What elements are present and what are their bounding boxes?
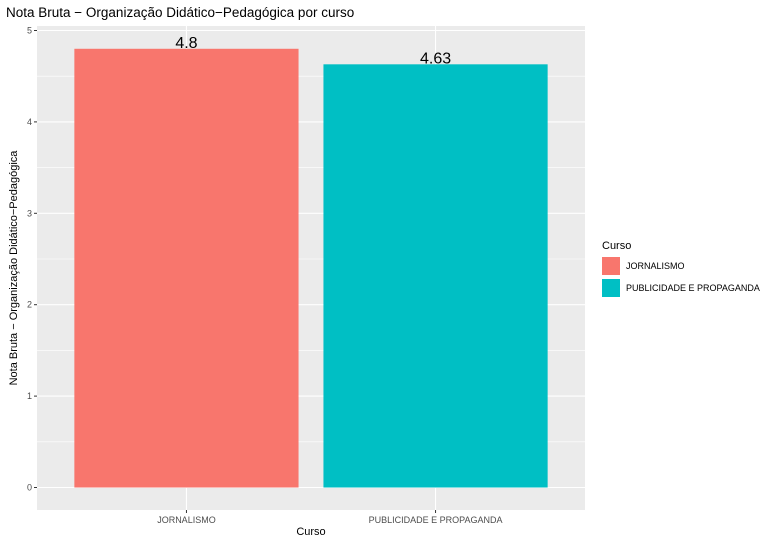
x-tick-label: JORNALISMO bbox=[157, 515, 216, 525]
y-tick-label: 0 bbox=[27, 483, 32, 493]
chart-title: Nota Bruta − Organização Didático−Pedagó… bbox=[6, 5, 354, 20]
legend: Curso JORNALISMO PUBLICIDADE E PROPAGANDA bbox=[602, 240, 760, 297]
x-tick-label: PUBLICIDADE E PROPAGANDA bbox=[369, 515, 503, 525]
legend-key bbox=[602, 257, 620, 275]
x-axis: JORNALISMO PUBLICIDADE E PROPAGANDA bbox=[157, 510, 502, 525]
legend-key bbox=[602, 279, 620, 297]
y-tick-label: 2 bbox=[27, 300, 32, 310]
data-labels: 4.8 4.63 bbox=[175, 35, 451, 68]
y-tick-label: 5 bbox=[27, 26, 32, 36]
legend-label: JORNALISMO bbox=[626, 261, 685, 271]
bar-value-label: 4.8 bbox=[175, 35, 197, 52]
bars bbox=[74, 48, 548, 488]
bar-value-label: 4.63 bbox=[420, 50, 451, 67]
y-axis-title: Nota Bruta − Organização Didático−Pedagó… bbox=[8, 150, 20, 386]
bar bbox=[323, 64, 548, 488]
y-axis: 0 1 2 3 4 5 bbox=[27, 26, 37, 493]
y-tick-label: 4 bbox=[27, 117, 32, 127]
bar bbox=[74, 48, 299, 488]
y-tick-label: 1 bbox=[27, 391, 32, 401]
x-axis-title: Curso bbox=[296, 526, 325, 537]
legend-label: PUBLICIDADE E PROPAGANDA bbox=[626, 283, 760, 293]
legend-title: Curso bbox=[602, 240, 631, 252]
y-tick-label: 3 bbox=[27, 208, 32, 218]
